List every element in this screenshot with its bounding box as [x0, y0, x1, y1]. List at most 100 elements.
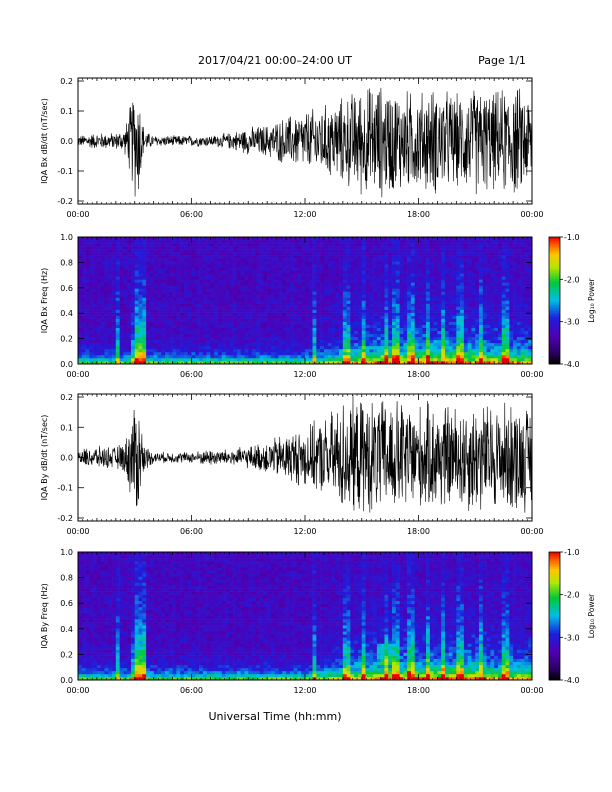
spectrogram-cell [81, 291, 86, 295]
spectrogram-cell [410, 294, 416, 298]
spectrogram-cell [448, 294, 453, 298]
spectrogram-cell [297, 327, 302, 332]
spectrogram-cell [376, 300, 381, 304]
spectrogram-cell [471, 255, 476, 259]
spectrogram-cell [202, 312, 207, 316]
spectrogram-cell [316, 303, 321, 307]
spectrogram-cell [308, 306, 313, 310]
spectrogram-cell [312, 345, 317, 350]
spectrogram-cell [108, 288, 113, 292]
spectrogram-cell [263, 318, 268, 322]
spectrogram-cell [361, 255, 366, 259]
spectrogram-cell [259, 255, 264, 259]
spectrogram-cell [149, 282, 154, 286]
spectrogram-cell [429, 342, 434, 347]
spectrogram-cell [100, 327, 105, 332]
spectrogram-cell [410, 333, 416, 338]
spectrogram-cell [463, 318, 468, 322]
spectrogram-cell [297, 300, 302, 304]
spectrogram-cell [339, 258, 344, 262]
spectrogram-cell [479, 348, 484, 353]
spectrogram-cell [142, 303, 147, 307]
spectrogram-cell [482, 342, 487, 347]
spectrogram-cell [274, 333, 279, 338]
spectrogram-cell [354, 327, 359, 332]
spectrogram-cell [96, 243, 101, 247]
spectrogram-cell [354, 252, 359, 256]
spectrogram-cell [282, 282, 287, 286]
spectrogram-cell [112, 264, 117, 268]
spectrogram-cell [410, 324, 416, 329]
spectrogram-cell [373, 345, 378, 350]
spectrogram-cell [414, 267, 419, 271]
spectrogram-cell [460, 282, 465, 286]
spectrogram-cell [252, 297, 257, 301]
spectrogram-cell [202, 258, 207, 262]
spectrogram-cell [168, 354, 173, 359]
spectrogram-cell [195, 243, 200, 247]
spectrogram-cell [161, 252, 166, 256]
spectrogram-cell [278, 357, 283, 362]
spectrogram-cell [388, 291, 393, 295]
spectrogram-cell [210, 354, 215, 359]
spectrogram-cell [482, 258, 487, 262]
spectrogram-cell [441, 282, 446, 286]
spectrogram-cell [263, 321, 268, 325]
spectrogram-cell [373, 261, 378, 265]
spectrogram-cell [112, 237, 117, 241]
spectrogram-cell [127, 303, 132, 307]
spectrogram-cell [452, 330, 457, 335]
spectrogram-cell [316, 270, 321, 274]
spectrogram-cell [369, 252, 374, 256]
spectrogram-cell [176, 303, 181, 307]
spectrogram-cell [217, 327, 223, 332]
spectrogram-cell [335, 267, 340, 271]
spectrogram-cell [497, 303, 503, 307]
spectrogram-cell [437, 303, 442, 307]
spectrogram-cell [108, 279, 113, 283]
spectrogram-cell [448, 243, 453, 247]
spectrogram-cell [479, 270, 484, 274]
spectrogram-cell [289, 324, 294, 329]
spectrogram-cell [301, 300, 306, 304]
spectrogram-cell [361, 360, 366, 365]
spectrogram-cell [482, 279, 487, 283]
spectrogram-cell [392, 252, 397, 256]
spectrogram-cell [448, 285, 453, 289]
spectrogram-cell [486, 303, 491, 307]
spectrogram-cell [289, 240, 294, 244]
spectrogram-cell [342, 297, 347, 301]
spectrogram-cell [444, 303, 450, 307]
spectrogram-cell [85, 351, 90, 356]
spectrogram-cell [100, 339, 105, 344]
spectrogram-cell [214, 276, 219, 280]
spectrogram-cell [399, 297, 404, 301]
spectrogram-cell [286, 348, 291, 353]
spectrogram-cell [297, 276, 302, 280]
spectrogram-cell [187, 294, 192, 298]
spectrogram-cell [236, 330, 241, 335]
spectrogram-cell [471, 270, 476, 274]
spectrogram-cell [331, 243, 336, 247]
spectrogram-cell [384, 357, 389, 362]
spectrogram-cell [176, 336, 181, 341]
spectrogram-cell [274, 297, 279, 301]
spectrogram-cell [395, 321, 400, 325]
spectrogram-cell [433, 258, 438, 262]
spectrogram-cell [456, 339, 461, 344]
spectrogram-cell [335, 294, 340, 298]
spectrogram-cell [308, 336, 313, 341]
spectrogram-cell [373, 282, 378, 286]
spectrogram-cell [463, 276, 468, 280]
spectrogram-cell [316, 360, 321, 365]
spectrogram-cell [157, 351, 162, 356]
spectrogram-cell [286, 273, 291, 277]
spectrogram-cell [305, 357, 310, 362]
spectrogram-cell [104, 339, 109, 344]
spectrogram-cell [112, 327, 117, 332]
spectrogram-cell [350, 318, 355, 322]
spectrogram-cell [350, 351, 355, 356]
spectrogram-cell [422, 246, 427, 250]
spectrogram-cell [323, 354, 328, 359]
spectrogram-cell [395, 357, 400, 362]
